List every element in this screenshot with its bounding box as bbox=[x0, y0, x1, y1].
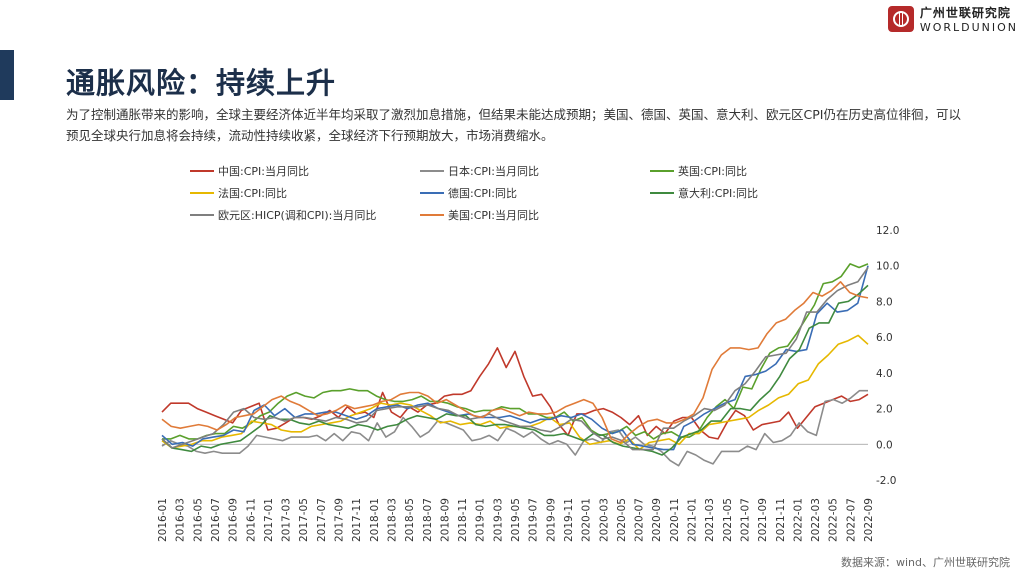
x-tick-label: 2020-07 bbox=[634, 498, 646, 542]
legend-item: 意大利:CPI:同比 bbox=[650, 185, 758, 201]
title-accent-bar bbox=[0, 50, 14, 100]
y-tick-label: 10.0 bbox=[876, 261, 899, 273]
x-tick-label: 2020-09 bbox=[651, 498, 663, 542]
x-tick-label: 2020-11 bbox=[669, 498, 681, 542]
legend-item: 德国:CPI:同比 bbox=[420, 185, 517, 201]
series-line-6 bbox=[161, 267, 869, 451]
x-tick-label: 2017-07 bbox=[316, 498, 328, 542]
x-tick-label: 2020-03 bbox=[598, 498, 610, 542]
x-tick-label: 2022-01 bbox=[792, 498, 804, 542]
x-tick-label: 2021-09 bbox=[757, 498, 769, 542]
legend-item: 欧元区:HICP(调和CPI):当月同比 bbox=[190, 207, 376, 223]
legend-label: 意大利:CPI:同比 bbox=[678, 187, 758, 200]
x-tick-label: 2018-01 bbox=[369, 498, 381, 542]
legend-label: 欧元区:HICP(调和CPI):当月同比 bbox=[218, 209, 377, 222]
x-tick-label: 2022-05 bbox=[828, 498, 840, 542]
x-tick-label: 2021-11 bbox=[775, 498, 787, 542]
x-tick-label: 2018-07 bbox=[422, 498, 434, 542]
x-tick-label: 2021-07 bbox=[739, 498, 751, 542]
logo-name-cn: 广州世联研究院 bbox=[919, 6, 1011, 20]
y-tick-label: 8.0 bbox=[876, 296, 893, 308]
x-tick-label: 2021-01 bbox=[687, 498, 699, 542]
logo-name-en: WORLDUNION bbox=[919, 21, 1018, 34]
page-description: 为了控制通胀带来的影响，全球主要经济体近半年均采取了激烈加息措施，但结果未能达成… bbox=[66, 107, 961, 143]
y-tick-label: 0.0 bbox=[876, 439, 893, 451]
x-tick-label: 2016-07 bbox=[210, 498, 222, 542]
legend-swatch bbox=[420, 192, 444, 194]
y-tick-label: 12.0 bbox=[876, 225, 899, 237]
series-line-2 bbox=[162, 263, 869, 440]
x-tick-label: 2018-11 bbox=[457, 498, 469, 542]
legend-label: 法国:CPI:同比 bbox=[218, 187, 287, 200]
y-tick-label: 2.0 bbox=[876, 404, 893, 416]
x-tick-label: 2022-07 bbox=[845, 498, 857, 542]
series-line-7 bbox=[161, 280, 869, 444]
series-line-1 bbox=[161, 389, 868, 467]
x-tick-label: 2021-03 bbox=[704, 498, 716, 542]
series-line-4 bbox=[161, 265, 869, 451]
x-tick-label: 2016-11 bbox=[245, 498, 257, 542]
x-tick-label: 2020-05 bbox=[616, 498, 628, 542]
y-tick-label: 6.0 bbox=[876, 332, 893, 344]
legend-label: 英国:CPI:同比 bbox=[678, 165, 747, 178]
x-tick-label: 2017-03 bbox=[281, 498, 293, 542]
x-tick-label: 2017-05 bbox=[298, 498, 310, 542]
legend-label: 美国:CPI:当月同比 bbox=[448, 209, 539, 222]
brand-logo: 广州世联研究院 WORLDUNION bbox=[887, 4, 1018, 34]
x-tick-label: 2016-05 bbox=[192, 498, 204, 542]
x-tick-label: 2018-05 bbox=[404, 498, 416, 542]
legend-item: 法国:CPI:同比 bbox=[190, 185, 287, 201]
x-tick-label: 2016-01 bbox=[157, 498, 169, 542]
legend-item: 日本:CPI:当月同比 bbox=[420, 163, 539, 179]
legend-swatch bbox=[650, 192, 674, 194]
legend-swatch bbox=[190, 170, 214, 172]
legend-swatch bbox=[420, 170, 444, 172]
legend-label: 日本:CPI:当月同比 bbox=[448, 165, 539, 178]
legend-label: 中国:CPI:当月同比 bbox=[218, 165, 309, 178]
legend-swatch bbox=[650, 170, 674, 172]
x-tick-label: 2019-03 bbox=[492, 498, 504, 542]
worldunion-logo-icon bbox=[887, 6, 914, 32]
x-tick-label: 2017-11 bbox=[351, 498, 363, 542]
y-tick-label: 4.0 bbox=[876, 368, 893, 380]
x-tick-label: 2018-09 bbox=[439, 498, 451, 542]
x-tick-label: 2019-01 bbox=[475, 498, 487, 542]
x-tick-label: 2020-01 bbox=[581, 498, 593, 542]
y-tick-label: -2.0 bbox=[876, 475, 897, 487]
x-tick-label: 2017-01 bbox=[263, 498, 275, 542]
x-tick-label: 2019-07 bbox=[528, 498, 540, 542]
x-tick-label: 2019-09 bbox=[545, 498, 557, 542]
legend-swatch bbox=[190, 192, 214, 194]
x-tick-label: 2016-09 bbox=[228, 498, 240, 542]
x-tick-label: 2019-11 bbox=[563, 498, 575, 542]
legend-swatch bbox=[420, 214, 444, 216]
data-source: 数据来源：wind、广州世联研究院 bbox=[840, 556, 1010, 569]
x-tick-label: 2021-05 bbox=[722, 498, 734, 542]
x-tick-label: 2019-05 bbox=[510, 498, 522, 542]
x-tick-label: 2018-03 bbox=[386, 498, 398, 542]
legend-item: 美国:CPI:当月同比 bbox=[420, 207, 539, 223]
x-tick-label: 2016-03 bbox=[175, 498, 187, 542]
x-tick-label: 2022-09 bbox=[863, 498, 875, 542]
x-tick-label: 2022-03 bbox=[810, 498, 822, 542]
page-title: 通胀风险：持续上升 bbox=[66, 66, 337, 100]
legend-swatch bbox=[190, 214, 214, 216]
series-line-0 bbox=[161, 347, 869, 440]
legend-item: 英国:CPI:同比 bbox=[650, 163, 747, 179]
x-tick-label: 2017-09 bbox=[334, 498, 346, 542]
legend-label: 德国:CPI:同比 bbox=[448, 187, 517, 200]
legend-item: 中国:CPI:当月同比 bbox=[190, 163, 309, 179]
